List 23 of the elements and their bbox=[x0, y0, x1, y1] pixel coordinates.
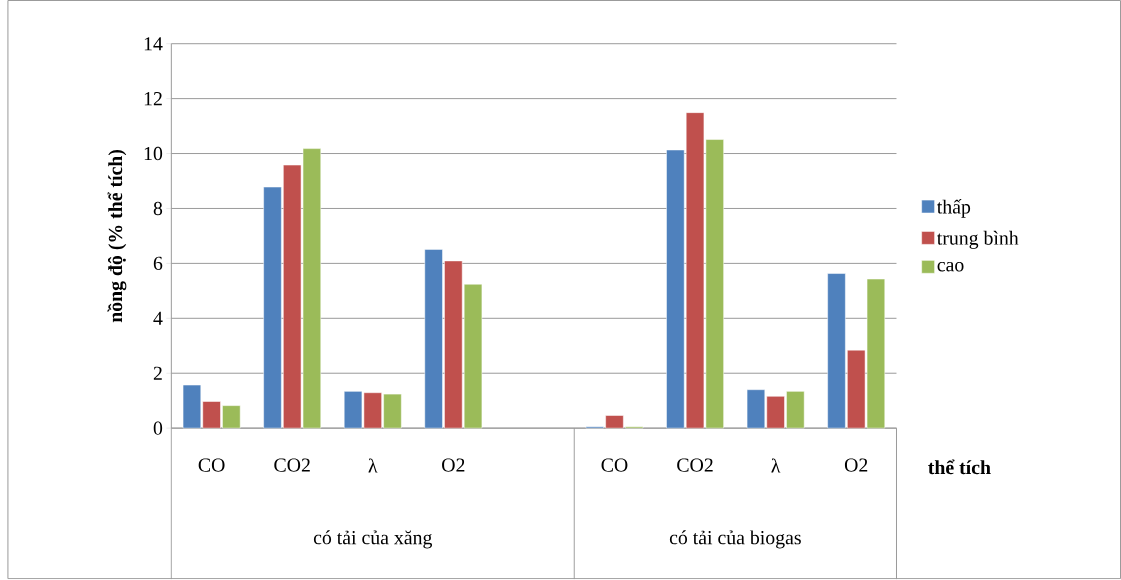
legend-label: trung bình bbox=[936, 230, 1019, 250]
x-axis-title: thể tích bbox=[928, 459, 991, 475]
x-tick-label: O2 bbox=[442, 458, 465, 472]
x-tick-label: CO2 bbox=[677, 458, 713, 472]
x-tick-label: CO bbox=[198, 458, 225, 472]
x-tick-label: O2 bbox=[844, 458, 868, 472]
y-tick-label: 10 bbox=[144, 147, 163, 161]
y-tick-label: 12 bbox=[144, 92, 162, 106]
y-axis-title: nồng độ (% thể tích) bbox=[107, 150, 127, 323]
y-tick-label: 4 bbox=[153, 311, 163, 325]
legend-label: thấp bbox=[936, 199, 971, 218]
y-tick-label: 6 bbox=[153, 256, 163, 271]
text: có tải của biogas bbox=[669, 530, 801, 549]
x-tick-label: CO2 bbox=[274, 458, 310, 472]
y-tick-label: 2 bbox=[153, 366, 162, 380]
text: có tải của xăng bbox=[313, 530, 433, 549]
y-tick-label: 8 bbox=[153, 201, 163, 216]
y-tick-label: 0 bbox=[153, 421, 163, 435]
y-tick-label: 14 bbox=[144, 37, 163, 51]
x-tick-label: λ bbox=[771, 458, 781, 473]
x-tick-label: CO bbox=[601, 458, 628, 472]
legend-label: cao bbox=[937, 262, 964, 272]
x-tick-label: λ bbox=[368, 458, 378, 473]
